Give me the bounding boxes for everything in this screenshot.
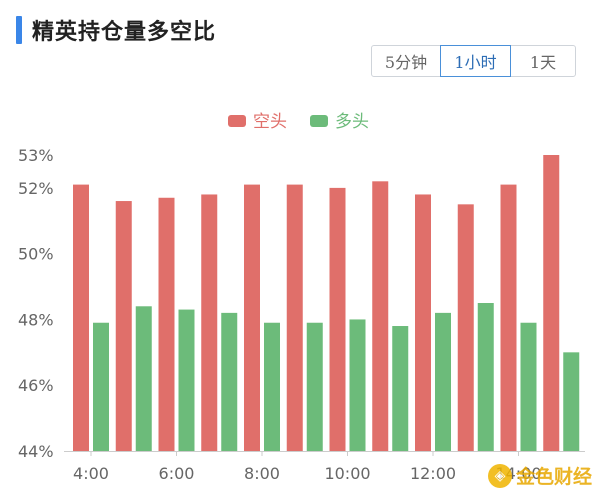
short-bar: [372, 181, 389, 452]
long-bar: [349, 319, 366, 451]
x-tick-label: 8:00: [244, 464, 280, 483]
long-bar: [264, 322, 280, 451]
long-bar: [135, 306, 152, 451]
tab-1hour[interactable]: 1小时: [440, 45, 511, 77]
short-bar: [500, 184, 517, 451]
long-bar: [178, 309, 195, 451]
short-bar: [201, 194, 218, 451]
page-title: 精英持仓量多空比: [32, 20, 217, 45]
long-bar: [221, 312, 238, 451]
tab-1day[interactable]: 1天: [510, 45, 576, 77]
long-bar: [563, 352, 580, 451]
x-tick-label: 4:00: [73, 464, 109, 483]
legend-label-1: 多头: [335, 112, 369, 132]
long-bar: [306, 322, 323, 451]
y-tick-label: 46%: [18, 376, 54, 395]
legend-swatch-0: [228, 115, 246, 127]
short-bar: [158, 197, 175, 451]
long-bar: [520, 322, 537, 451]
watermark: ◈ 金色财经: [488, 462, 592, 489]
short-bar: [329, 187, 346, 451]
short-bar: [115, 201, 132, 451]
short-bar: [457, 204, 474, 451]
long-bar: [392, 326, 409, 451]
short-bar: [286, 184, 303, 451]
title-accent-bar: [16, 16, 22, 44]
y-tick-label: 53%: [18, 146, 54, 165]
y-tick-label: 52%: [18, 179, 54, 198]
long-bar: [93, 322, 109, 451]
title-row: 精英持仓量多空比: [0, 12, 216, 48]
y-tick-label: 44%: [18, 442, 54, 461]
short-bar: [543, 155, 560, 451]
short-bar: [73, 184, 89, 451]
watermark-logo-icon: ◈: [488, 463, 512, 488]
legend-label-0: 空头: [253, 112, 287, 132]
long-bar: [435, 312, 451, 451]
long-bar: [477, 303, 494, 451]
short-bar: [415, 194, 431, 451]
y-tick-label: 50%: [18, 245, 54, 264]
timeframe-tabs: 5分钟 1小时 1天: [371, 45, 576, 77]
tab-5min[interactable]: 5分钟: [371, 45, 441, 77]
x-tick-label: 6:00: [159, 464, 195, 483]
x-tick-label: 10:00: [324, 464, 370, 483]
y-tick-label: 48%: [18, 310, 54, 329]
watermark-text: 金色财经: [516, 466, 593, 488]
short-bar: [244, 184, 260, 451]
x-tick-label: 12:00: [410, 464, 456, 483]
legend-swatch-1: [310, 115, 328, 127]
